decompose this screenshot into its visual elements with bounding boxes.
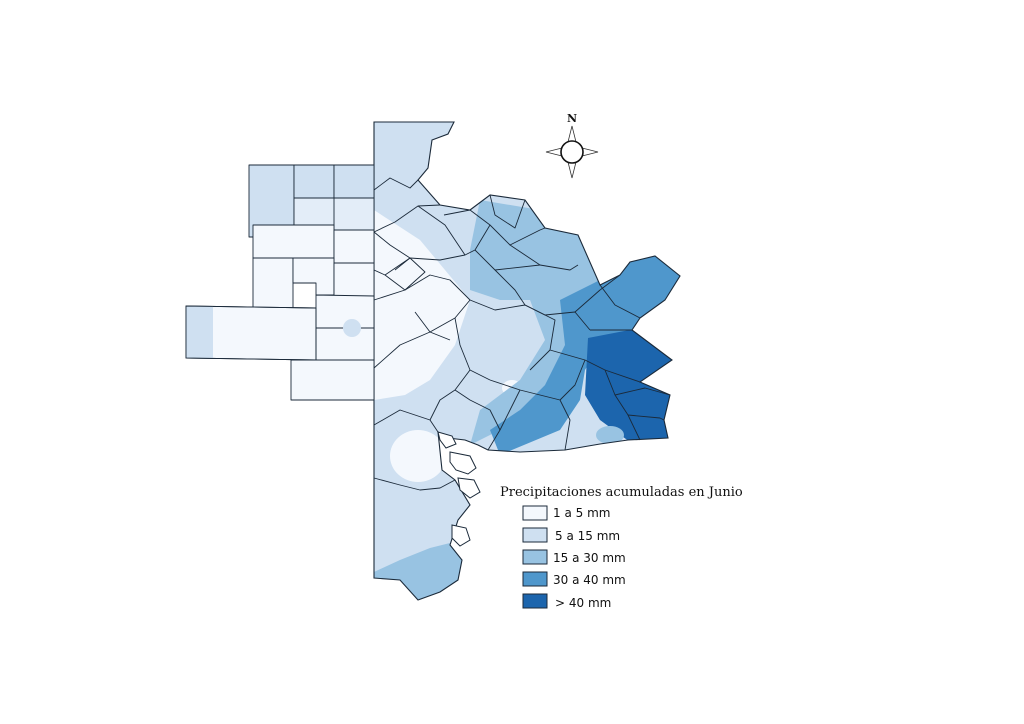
legend-label: > 40 mm	[555, 596, 611, 610]
field-over-40mm	[585, 328, 680, 442]
legend-swatch	[522, 527, 548, 543]
legend-label: 1 a 5 mm	[553, 506, 610, 520]
district-boundary	[494, 264, 541, 271]
legend-item-1-5mm: 1 a 5 mm	[522, 505, 610, 521]
compass-arrow-east	[581, 147, 599, 157]
province-region	[373, 121, 681, 601]
district-outline	[185, 305, 317, 361]
legend-swatch	[522, 571, 548, 587]
district-boundary	[373, 331, 451, 369]
district	[292, 257, 335, 296]
district-boundary	[614, 387, 671, 396]
precip-spot	[343, 319, 361, 337]
legend-label: 15 a 30 mm	[553, 551, 626, 565]
district-boundary	[524, 304, 591, 331]
district-boundary	[454, 389, 501, 431]
district-edge-tint	[186, 306, 213, 358]
legend-item-30-40mm: 30 a 40 mm	[522, 571, 626, 587]
district-boundary	[373, 204, 441, 233]
compass-circle	[560, 140, 584, 164]
field-15-30mm-pocket	[596, 426, 624, 444]
district-boundary	[559, 359, 586, 401]
district-boundary	[487, 389, 521, 451]
legend: Precipitaciones acumuladas en Junio 1 a …	[500, 485, 743, 610]
district-boundary	[604, 369, 641, 441]
district-boundary	[627, 414, 665, 421]
field-1-5mm	[374, 210, 470, 400]
legend-swatch	[522, 549, 548, 565]
district-boundary	[599, 284, 641, 319]
legend-swatch	[522, 593, 548, 609]
legend-item-5-15mm: 5 a 15 mm	[522, 527, 620, 543]
field-15-30mm	[470, 200, 605, 445]
legend-title: Precipitaciones acumuladas en Junio	[500, 485, 743, 500]
legend-label: 5 a 15 mm	[555, 529, 620, 543]
district-boundary	[474, 249, 526, 306]
legend-item-15-30mm: 15 a 30 mm	[522, 549, 626, 565]
district	[333, 229, 375, 264]
western-districts	[185, 164, 375, 401]
district	[293, 164, 335, 199]
compass-north-label: N	[567, 112, 577, 125]
district	[252, 257, 294, 309]
district-boundary	[373, 177, 419, 191]
district-boundary	[574, 274, 621, 313]
district-boundary	[489, 379, 571, 451]
district-boundary	[373, 289, 406, 301]
district-boundary	[373, 477, 456, 491]
district	[252, 224, 335, 259]
district	[333, 164, 375, 199]
district-boundary	[489, 194, 526, 229]
district-boundary	[384, 257, 426, 291]
legend-swatch	[522, 505, 548, 521]
compass-arrow-north	[567, 125, 577, 143]
coastal-islands	[437, 431, 481, 547]
district	[333, 262, 375, 297]
compass-arrow-west	[545, 147, 563, 157]
legend-item-over-40mm: > 40 mm	[522, 593, 611, 610]
compass-rose: N	[545, 112, 599, 179]
district-boundary	[373, 409, 431, 426]
district-boundary	[489, 224, 546, 246]
legend-label: 30 a 40 mm	[553, 573, 626, 587]
field-1-5mm-pocket	[390, 430, 446, 482]
district-boundary	[429, 369, 471, 433]
district-boundary	[509, 244, 579, 271]
district-boundary	[454, 317, 491, 381]
compass-arrow-south	[567, 161, 577, 179]
district-boundary	[549, 349, 641, 383]
district	[290, 359, 375, 401]
